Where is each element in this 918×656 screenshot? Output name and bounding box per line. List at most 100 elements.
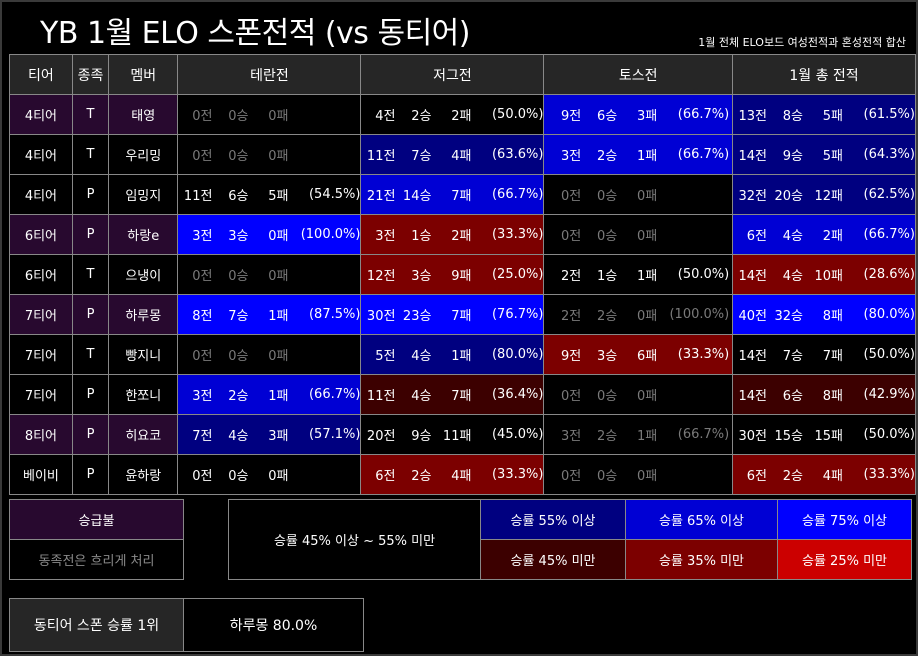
- record-cell: 6전 2승 4패 (33.3%): [731, 454, 917, 495]
- losses: 1패: [268, 389, 289, 404]
- cell-tier: 6티어: [9, 254, 73, 295]
- legend-same-race: 동족전은 흐리게 처리: [9, 539, 184, 580]
- cell-race: P: [71, 214, 110, 255]
- win-rate: (61.5%): [863, 107, 915, 122]
- record-cell: 9전 3승 6패 (33.3%): [543, 334, 733, 375]
- games: 21전: [366, 189, 396, 204]
- games: 40전: [738, 309, 767, 324]
- win-rate: (64.3%): [863, 147, 915, 162]
- record-cell: 8전 7승 1패 (87.5%): [177, 294, 362, 335]
- cell-member: 태영: [108, 94, 179, 135]
- losses: 0패: [268, 469, 289, 484]
- wins: 0승: [228, 149, 249, 164]
- games: 14전: [738, 149, 767, 164]
- games: 4전: [375, 109, 396, 124]
- record-cell: 4전 2승 2패 (50.0%): [360, 94, 545, 135]
- win-rate: (66.7%): [863, 227, 915, 242]
- record-cell: 7전 4승 3패 (57.1%): [177, 414, 362, 455]
- games: 14전: [738, 349, 767, 364]
- cell-tier: 8티어: [9, 414, 73, 455]
- losses: 7패: [451, 189, 472, 204]
- games: 0전: [560, 469, 582, 484]
- cell-tier: 베이비: [9, 454, 73, 495]
- wins: 0승: [596, 229, 618, 244]
- record-cell: 0전 0승 0패: [543, 174, 733, 215]
- wins: 2승: [411, 469, 432, 484]
- record-cell: 11전 6승 5패 (54.5%): [177, 174, 362, 215]
- wins: 3승: [228, 229, 249, 244]
- losses: 2패: [451, 229, 472, 244]
- legend-mid: 승률 45% 이상 ~ 55% 미만: [228, 499, 481, 580]
- losses: 1패: [636, 269, 658, 284]
- column-header: 저그전: [360, 54, 545, 95]
- record-cell: 0전 0승 0패: [177, 454, 362, 495]
- wins: 0승: [596, 389, 618, 404]
- games: 0전: [192, 269, 213, 284]
- games: 3전: [560, 429, 582, 444]
- win-rate: (45.0%): [491, 427, 544, 442]
- wins: 3승: [411, 269, 432, 284]
- losses: 5패: [268, 189, 289, 204]
- losses: 10패: [814, 269, 843, 284]
- games: 14전: [738, 389, 767, 404]
- games: 3전: [192, 229, 213, 244]
- cell-race: P: [71, 414, 110, 455]
- games: 6전: [746, 469, 767, 484]
- wins: 6승: [228, 189, 249, 204]
- stats-table: 티어 종족 멤버 테란전 저그전 토스전 1월 총 전적 4티어 T 태영 0전 0승 0패 4전 2승 2…: [9, 54, 917, 495]
- losses: 15패: [814, 429, 843, 444]
- games: 9전: [560, 349, 582, 364]
- cell-member: 우리밍: [108, 134, 179, 175]
- record-cell: 6전 4승 2패 (66.7%): [731, 214, 917, 255]
- wins: 2승: [228, 389, 249, 404]
- losses: 0패: [636, 389, 658, 404]
- losses: 9패: [451, 269, 472, 284]
- cell-tier: 7티어: [9, 334, 73, 375]
- table-row: 4티어 T 우리밍 0전 0승 0패 11전 7승 4패 (63.6%) 3전 2승 1패 (66.7%)…: [9, 134, 917, 175]
- record-cell: 30전 23승 7패 (76.7%): [360, 294, 545, 335]
- games: 30전: [366, 309, 396, 324]
- cell-member: 한쪼니: [108, 374, 179, 415]
- wins: 9승: [411, 429, 432, 444]
- losses: 0패: [268, 149, 289, 164]
- wins: 0승: [228, 349, 249, 364]
- win-rate: (50.0%): [863, 347, 915, 362]
- games: 2전: [560, 269, 582, 284]
- cell-member: 윤하랑: [108, 454, 179, 495]
- record-cell: 32전 20승 12패 (62.5%): [731, 174, 917, 215]
- win-rate: (66.7%): [677, 427, 730, 442]
- games: 0전: [560, 389, 582, 404]
- record-cell: 9전 6승 3패 (66.7%): [543, 94, 733, 135]
- record-cell: 0전 0승 0패: [543, 214, 733, 255]
- cell-race: T: [71, 94, 110, 135]
- record-cell: 14전 4승 10패 (28.6%): [731, 254, 917, 295]
- wins: 23승: [402, 309, 432, 324]
- games: 0전: [560, 189, 582, 204]
- wins: 6승: [782, 389, 803, 404]
- column-header: 티어: [9, 54, 73, 95]
- cell-race: T: [71, 334, 110, 375]
- games: 0전: [192, 469, 213, 484]
- subtitle: 1월 전체 ELO보드 여성전적과 혼성전적 합산: [698, 36, 906, 49]
- cell-race: T: [71, 254, 110, 295]
- wins: 0승: [596, 189, 618, 204]
- losses: 7패: [822, 349, 843, 364]
- wins: 6승: [596, 109, 618, 124]
- win-rate: (50.0%): [863, 427, 915, 442]
- games: 7전: [192, 429, 213, 444]
- win-rate: (33.3%): [491, 467, 544, 482]
- games: 20전: [366, 429, 396, 444]
- games: 11전: [366, 149, 396, 164]
- win-rate: (62.5%): [863, 187, 915, 202]
- record-cell: 13전 8승 5패 (61.5%): [731, 94, 917, 135]
- wins: 2승: [782, 469, 803, 484]
- games: 6전: [746, 229, 767, 244]
- record-cell: 11전 4승 7패 (36.4%): [360, 374, 545, 415]
- wins: 7승: [411, 149, 432, 164]
- wins: 0승: [596, 469, 618, 484]
- legend-b65: 승률 65% 이상: [625, 499, 778, 540]
- win-rate: (33.3%): [677, 347, 730, 362]
- legend-b55: 승률 55% 이상: [480, 499, 626, 540]
- games: 3전: [375, 229, 396, 244]
- record-cell: 14전 6승 8패 (42.9%): [731, 374, 917, 415]
